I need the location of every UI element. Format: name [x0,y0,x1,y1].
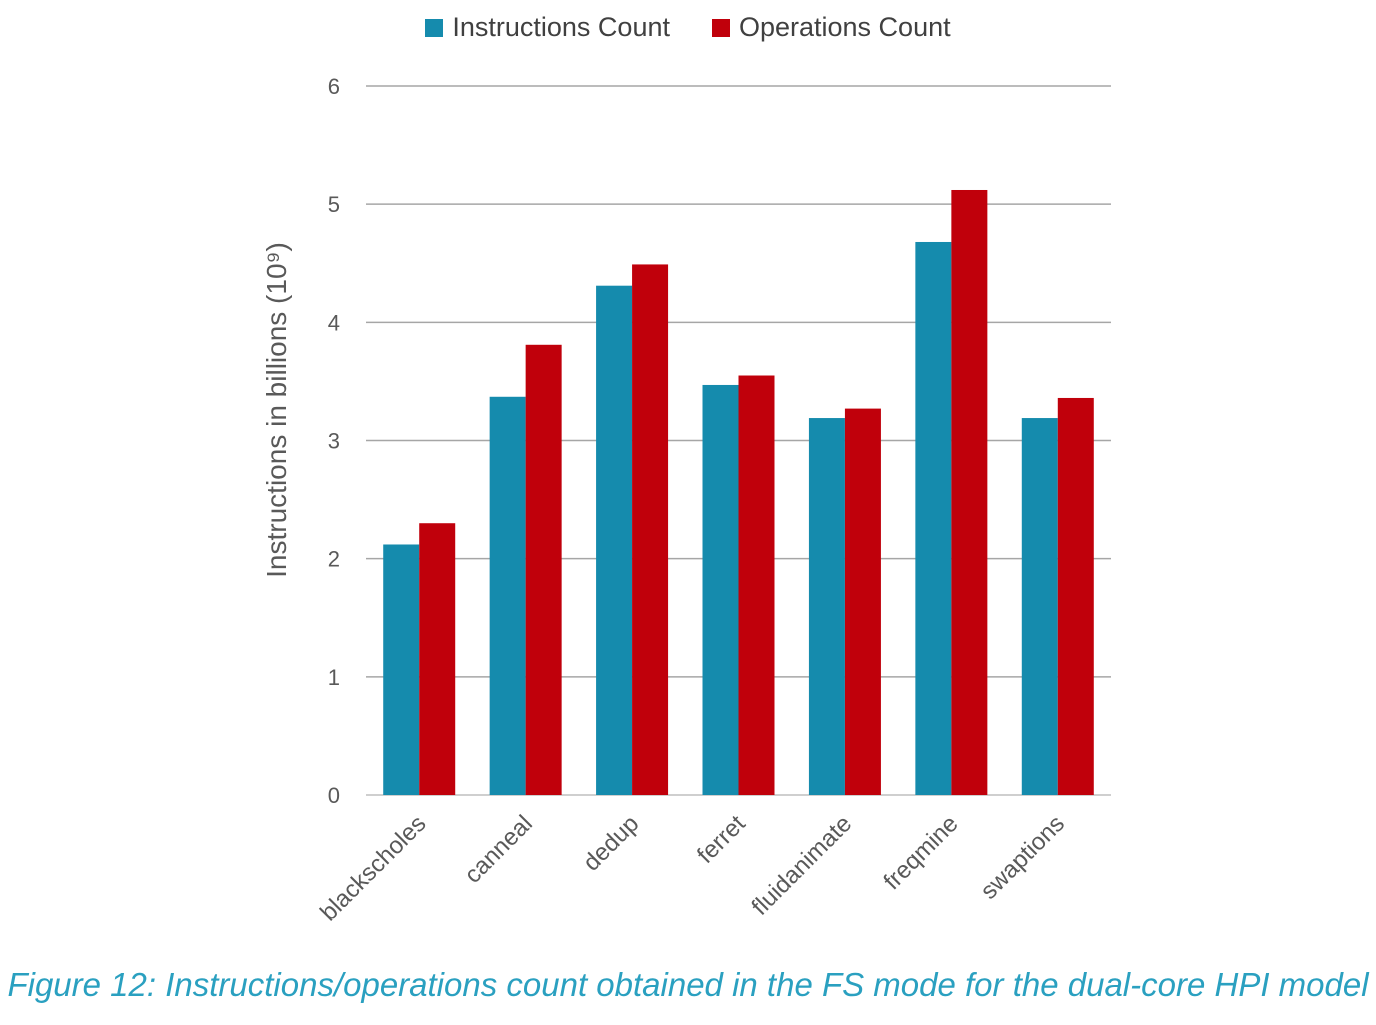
bars [383,189,1094,796]
bar-instructions-swaptions [1021,418,1058,795]
x-tick-label: fluidanimate [747,810,858,921]
bar-operations-freqmine [951,189,988,795]
legend-item-instructions: Instructions Count [425,12,670,43]
bar-operations-swaptions [1057,397,1094,795]
x-axis-ticks: blackscholes canneal dedup ferretfluidanima… [315,810,1070,926]
bar-operations-dedup [632,264,669,796]
y-tick-label: 3 [328,429,340,454]
y-tick-label: 0 [328,783,340,808]
x-tick-label: ferret [692,810,751,869]
bar-operations-canneal [525,344,562,795]
bar-instructions-dedup [596,285,633,795]
y-tick-label: 2 [328,547,340,572]
legend-swatch-instructions [425,18,444,37]
legend-item-operations: Operations Count [711,12,951,43]
y-axis-ticks: 0 1 2 3 4 5 6 [328,74,340,808]
y-tick-label: 6 [328,74,340,99]
y-tick-label: 1 [328,665,340,690]
x-tick-label: freqmine [878,810,963,895]
bar-operations-ferret [738,375,775,795]
y-tick-label: 4 [328,310,340,335]
legend-label-operations: Operations Count [738,12,951,42]
y-tick-label: 5 [328,192,340,217]
legend: Instructions Count Operations Count [0,12,1376,43]
legend-label-instructions: Instructions Count [452,12,670,42]
x-tick-label: blackscholes [315,810,431,926]
bar-instructions-canneal [489,396,526,795]
bar-instructions-ferret [702,384,739,795]
legend-swatch-operations [711,18,730,37]
x-tick-label: canneal [459,810,538,889]
y-axis-label: Instructions in billions (10⁹) [261,242,292,578]
bar-instructions-freqmine [915,241,952,796]
bar-operations-fluidanimate [844,408,881,795]
x-tick-label: swaptions [975,810,1070,905]
x-tick-label: dedup [578,810,644,876]
bar-instructions-blackscholes [383,544,420,795]
bar-instructions-fluidanimate [808,418,845,795]
bar-operations-blackscholes [419,523,456,795]
figure-caption: Figure 12: Instructions/operations count… [7,966,1369,1003]
bar-chart: 0 1 2 3 4 5 6 blackscholes canneal dedup ferretfl… [261,74,1111,926]
